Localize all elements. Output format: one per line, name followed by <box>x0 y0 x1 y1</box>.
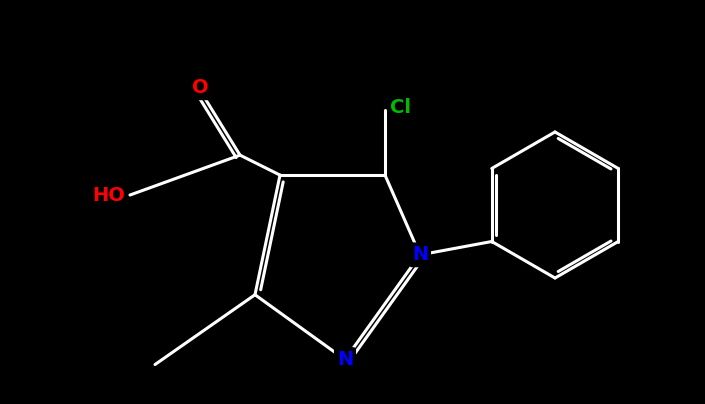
Text: N: N <box>337 350 353 369</box>
Text: O: O <box>192 78 208 97</box>
Text: Cl: Cl <box>390 98 411 117</box>
Text: N: N <box>412 245 428 264</box>
Text: HO: HO <box>92 185 125 204</box>
